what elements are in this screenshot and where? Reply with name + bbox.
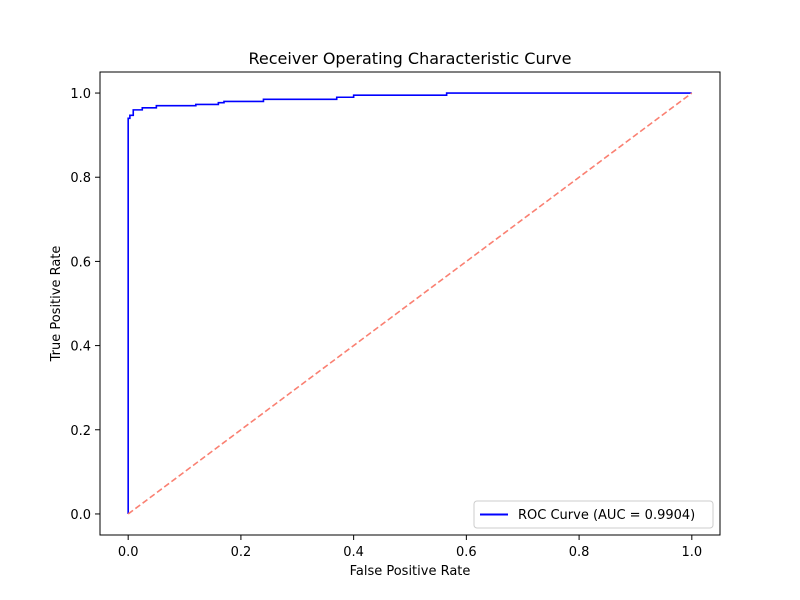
- x-tick-label: 1.0: [681, 545, 702, 560]
- plot-area: 0.0 0.2 0.4 0.6 0.8 1.0 0.0 0.2 0.4 0.6 0.8 1.0: [70, 71, 721, 560]
- legend-box: [473, 500, 714, 529]
- y-tick-label: 0.2: [70, 424, 91, 439]
- legend: ROC Curve (AUC = 0.9904): [473, 500, 714, 529]
- y-tick-label: 0.4: [70, 340, 91, 355]
- y-tick-label: 0.0: [70, 508, 91, 523]
- x-tick-label: 0.8: [569, 545, 590, 560]
- y-tick-label: 0.8: [70, 171, 91, 186]
- x-axis-label: False Positive Rate: [350, 564, 471, 579]
- chart-title: Receiver Operating Characteristic Curve: [249, 49, 572, 68]
- x-tick-label: 0.4: [343, 545, 364, 560]
- y-axis-label: True Positive Rate: [49, 246, 64, 363]
- roc-curve-line: [127, 92, 692, 514]
- x-tick-label: 0.2: [231, 545, 252, 560]
- legend-label-roc: ROC Curve (AUC = 0.9904): [518, 508, 695, 523]
- y-tick-label: 1.0: [70, 87, 91, 102]
- y-tick-label: 0.6: [70, 255, 91, 270]
- x-tick-label: 0.0: [118, 545, 139, 560]
- x-tick-label: 0.6: [456, 545, 477, 560]
- random-baseline-line: [127, 92, 693, 515]
- plot-frame: [99, 71, 721, 536]
